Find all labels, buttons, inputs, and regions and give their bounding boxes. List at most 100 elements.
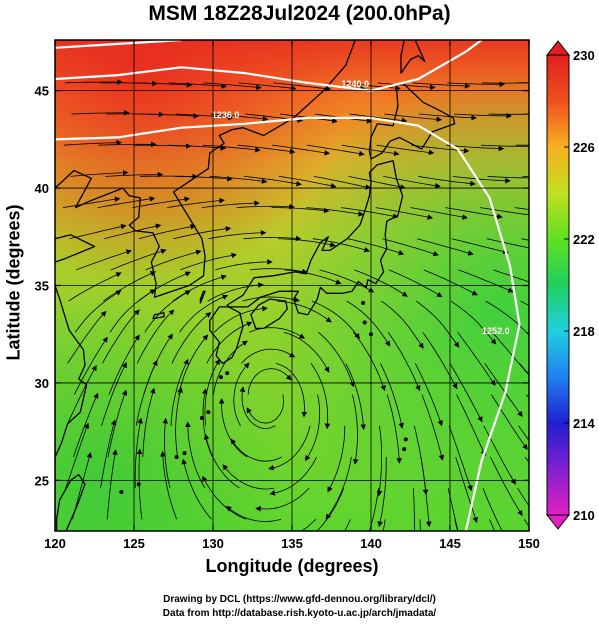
streamline: [422, 332, 458, 390]
island-dot: [362, 320, 367, 325]
coastline: [55, 284, 88, 531]
streamline: [346, 300, 391, 347]
streamline: [452, 176, 511, 184]
streamline: [104, 223, 162, 240]
streamline: [486, 238, 529, 249]
streamline: [352, 394, 359, 465]
streamline: [458, 269, 514, 293]
streamline: [162, 417, 171, 489]
streamline: [101, 361, 127, 426]
island-dot: [136, 482, 141, 487]
streamline: [456, 394, 486, 457]
streamline: [307, 144, 365, 157]
streamline: [479, 207, 529, 216]
streamline: [98, 141, 157, 148]
streamline: [518, 425, 529, 442]
streamline: [345, 363, 367, 431]
streamline: [271, 207, 330, 214]
streamline: [354, 269, 408, 297]
streamline: [71, 110, 130, 116]
streamline: [347, 238, 405, 256]
streamline: [272, 144, 331, 156]
streamline: [487, 176, 529, 179]
streamline: [180, 252, 238, 271]
streamline: [455, 456, 478, 523]
map-plot-area: 1240.0 1236.0 1252.0: [55, 40, 529, 531]
colorbar-tick-label: 218: [573, 324, 595, 339]
island-dot: [199, 415, 204, 420]
contour-label: 1240.0: [341, 79, 369, 89]
colorbar-tick-label: 230: [573, 48, 595, 63]
colorbar-gradient: [546, 54, 570, 516]
streamline: [387, 332, 421, 392]
coastline: [400, 40, 426, 74]
y-tick-label: 35: [35, 279, 49, 294]
streamline: [144, 290, 191, 333]
coastline: [199, 290, 206, 304]
streamline: [450, 300, 497, 345]
streamline: [517, 487, 529, 507]
x-tick-label: 135: [281, 536, 303, 551]
streamline: [208, 230, 267, 240]
y-axis-label: Latitude (degrees): [3, 204, 24, 361]
colorbar-min-triangle: [545, 514, 571, 530]
streamline: [110, 248, 167, 271]
streamline: [276, 363, 308, 418]
streamline: [493, 269, 529, 283]
streamline: [447, 488, 459, 531]
streamline: [381, 300, 424, 349]
streamline: [310, 363, 331, 430]
streamline: [410, 207, 468, 220]
streamline: [222, 464, 275, 490]
streamline: [202, 388, 213, 458]
coastline: [226, 160, 404, 316]
streamline: [249, 268, 308, 275]
streamline: [414, 363, 443, 427]
streamline: [169, 82, 228, 89]
streamline: [102, 309, 140, 364]
streamline: [171, 312, 212, 364]
island-dot: [402, 447, 407, 452]
coastlines: [55, 40, 456, 531]
streamline: [225, 505, 281, 522]
streamline: [448, 425, 473, 492]
streamline: [515, 144, 529, 146]
streamline: [76, 249, 132, 271]
streamline: [179, 294, 229, 333]
island-dot: [403, 437, 408, 442]
streamline: [485, 300, 529, 340]
axis-ticks: 120 125 130 135 140 145 150 25 30 35 40 45: [35, 40, 540, 551]
streamline: [239, 386, 276, 430]
streamline: [278, 176, 337, 189]
streamline: [106, 449, 118, 520]
lat-lon-grid: [55, 40, 529, 531]
streamline: [412, 488, 415, 531]
streamline: [212, 340, 248, 395]
coastline: [55, 40, 356, 298]
streamline: [168, 144, 227, 151]
streamline: [218, 398, 248, 458]
streamline: [421, 394, 445, 461]
streamline: [340, 207, 399, 219]
contour-line: [55, 116, 521, 531]
streamline: [204, 358, 220, 426]
streamline: [489, 519, 496, 531]
streamline: [325, 456, 352, 520]
coastline: [55, 234, 96, 263]
streamline: [206, 321, 253, 364]
x-tick-label: 120: [44, 536, 66, 551]
streamline: [451, 238, 509, 255]
streamline: [236, 203, 295, 210]
coastline: [55, 473, 86, 531]
streamline: [514, 207, 529, 210]
streamline: [70, 169, 129, 177]
streamline: [202, 475, 247, 520]
streamline: [107, 389, 128, 458]
streamline: [516, 82, 529, 84]
streamline: [415, 300, 460, 348]
streamline: [383, 176, 441, 189]
streamline: [108, 334, 140, 395]
island-dot: [206, 410, 211, 415]
streamline: [74, 290, 122, 333]
